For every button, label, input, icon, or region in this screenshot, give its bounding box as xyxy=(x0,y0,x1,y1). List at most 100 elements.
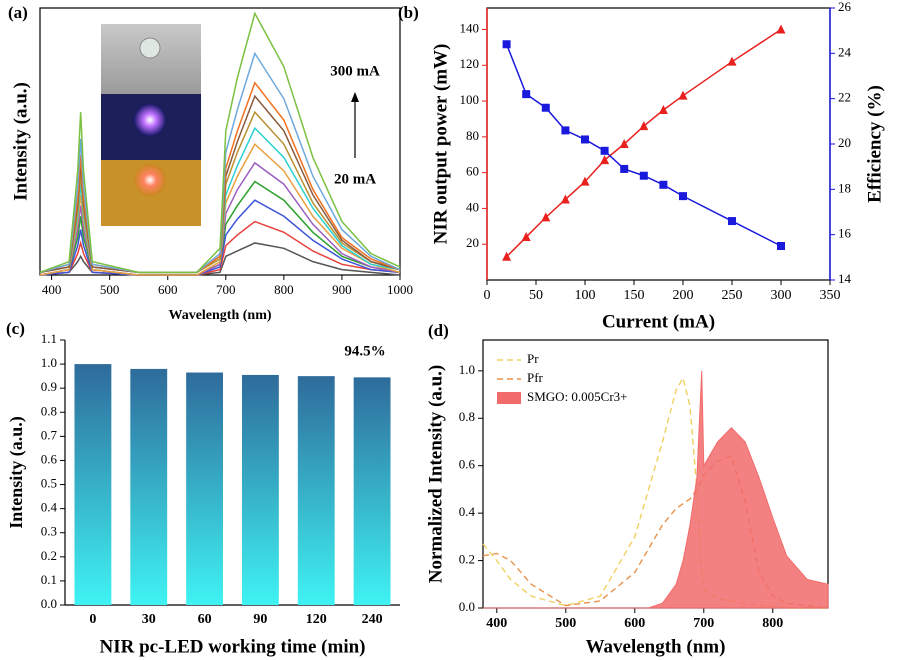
x-tick-label: 150 xyxy=(624,288,645,303)
y-tick-label: 0.8 xyxy=(459,409,475,424)
marker xyxy=(521,232,531,242)
panel-label: (b) xyxy=(398,3,419,22)
photo-off xyxy=(101,24,201,94)
panel: (d) 400 500 600 700 800 0.0 0.2 0.4 0.6 0.8 1.0 Wave… xyxy=(425,321,829,657)
y-tick-label: 0.4 xyxy=(41,500,58,515)
x-tick-label: 700 xyxy=(693,616,714,631)
x-axis-label: Current (mA) xyxy=(602,311,715,332)
x-tick-label: 240 xyxy=(362,612,383,627)
panel: (a) 400 500 600 700 800 900 1000 Wavelength (nm)… xyxy=(8,3,413,323)
marker xyxy=(522,90,531,99)
y-tick-label: 0.1 xyxy=(41,572,57,587)
plot-frame xyxy=(39,7,401,276)
x-tick-label: 800 xyxy=(762,616,783,631)
marker xyxy=(580,176,590,186)
legend-label: SMGO: 0.005Cr3+ xyxy=(527,389,628,404)
y-tick-label: 1.0 xyxy=(459,362,475,377)
arrow-head xyxy=(351,92,359,102)
marker xyxy=(581,135,589,144)
x-tick-label: 800 xyxy=(274,282,294,297)
y-tick-label: 1.0 xyxy=(41,355,57,370)
marker xyxy=(600,146,609,155)
panel-label: (d) xyxy=(428,321,449,340)
x-tick-label: 600 xyxy=(158,282,178,297)
y-axis-label: Intensity (a.u.) xyxy=(10,82,31,201)
marker xyxy=(541,212,551,222)
x-tick-label: 500 xyxy=(555,616,576,631)
x-tick-label: 500 xyxy=(100,282,120,297)
y2-tick-label: 26 xyxy=(838,0,852,14)
x-tick-label: 700 xyxy=(216,282,236,297)
bar xyxy=(241,374,279,605)
x-tick-label: 200 xyxy=(673,288,694,303)
y-tick-label: 0.2 xyxy=(459,552,475,567)
panel: (c) 0.0 0.1 0.2 0.3 0.4 0.5 0.6 0.7 0.8 0.9 1.0 1.1 N… xyxy=(6,319,400,657)
marker xyxy=(600,155,610,165)
y-tick-label: 0.9 xyxy=(41,379,57,394)
marker xyxy=(541,103,550,112)
y-tick-label: 80 xyxy=(466,128,479,143)
y-tick-label: 0.8 xyxy=(41,403,57,418)
y-axis-label: Normalized Intensity (a.u.) xyxy=(425,365,446,583)
marker xyxy=(502,251,512,261)
marker xyxy=(776,24,786,34)
legend-label: Pfr xyxy=(527,370,544,385)
marker xyxy=(727,56,737,66)
y-tick-label: 0.7 xyxy=(41,427,58,442)
panel: (b) 0 50 100 150 200 250 300 350 20 40 60 80 100 120 14… xyxy=(398,0,885,332)
y-tick-label: 0.0 xyxy=(459,599,475,614)
current-arrow xyxy=(351,92,359,158)
led-off xyxy=(139,37,161,59)
line xyxy=(506,28,782,258)
bar xyxy=(186,372,224,605)
led-nir xyxy=(134,164,166,196)
y-tick-label: 40 xyxy=(466,199,479,214)
y-tick-label: 0.6 xyxy=(459,457,476,472)
y-tick-label: 0.3 xyxy=(41,524,57,539)
marker xyxy=(678,90,688,100)
legend-swatch xyxy=(497,392,521,404)
panel-label: (a) xyxy=(8,3,28,22)
y-tick-label: 0.0 xyxy=(41,596,57,611)
x-tick-label: 60 xyxy=(198,612,212,627)
y2-tick-label: 14 xyxy=(838,271,852,286)
marker xyxy=(659,180,668,189)
plot-frame xyxy=(486,7,831,281)
annotation: 20 mA xyxy=(334,171,376,187)
annotation: 300 mA xyxy=(330,63,380,79)
y-tick-label: 100 xyxy=(460,92,480,107)
y2-tick-label: 20 xyxy=(838,135,851,150)
marker xyxy=(658,105,668,114)
legend-label: Pr xyxy=(527,351,539,366)
x-tick-label: 0 xyxy=(89,612,96,627)
marker xyxy=(728,217,736,226)
y-axis-label: NIR output power (mW) xyxy=(430,44,451,245)
y-tick-label: 20 xyxy=(466,235,479,250)
line xyxy=(39,220,401,276)
line xyxy=(39,242,401,276)
marker xyxy=(777,242,785,250)
x-tick-label: 50 xyxy=(529,288,543,303)
marker xyxy=(679,192,687,201)
x-tick-label: 250 xyxy=(722,288,743,303)
led-blue xyxy=(134,104,166,136)
x-axis-label: NIR pc-LED working time (min) xyxy=(100,636,366,657)
y-tick-label: 120 xyxy=(460,56,480,71)
x-tick-label: 90 xyxy=(253,612,267,627)
y2-tick-label: 22 xyxy=(838,90,851,105)
marker xyxy=(502,40,511,49)
annotation: 94.5% xyxy=(344,343,385,359)
bar xyxy=(74,364,112,605)
area xyxy=(483,370,829,609)
marker xyxy=(639,121,649,131)
x-tick-label: 300 xyxy=(771,288,792,303)
y2-axis-label: Efficiency (%) xyxy=(864,85,885,203)
y-tick-label: 60 xyxy=(466,164,479,179)
y2-tick-label: 18 xyxy=(838,180,851,195)
y-tick-label: 140 xyxy=(460,20,480,35)
line xyxy=(39,199,401,276)
y-tick-label: 0.2 xyxy=(41,548,57,563)
y-axis-label: Intensity (a.u.) xyxy=(6,416,27,529)
marker xyxy=(620,164,629,173)
